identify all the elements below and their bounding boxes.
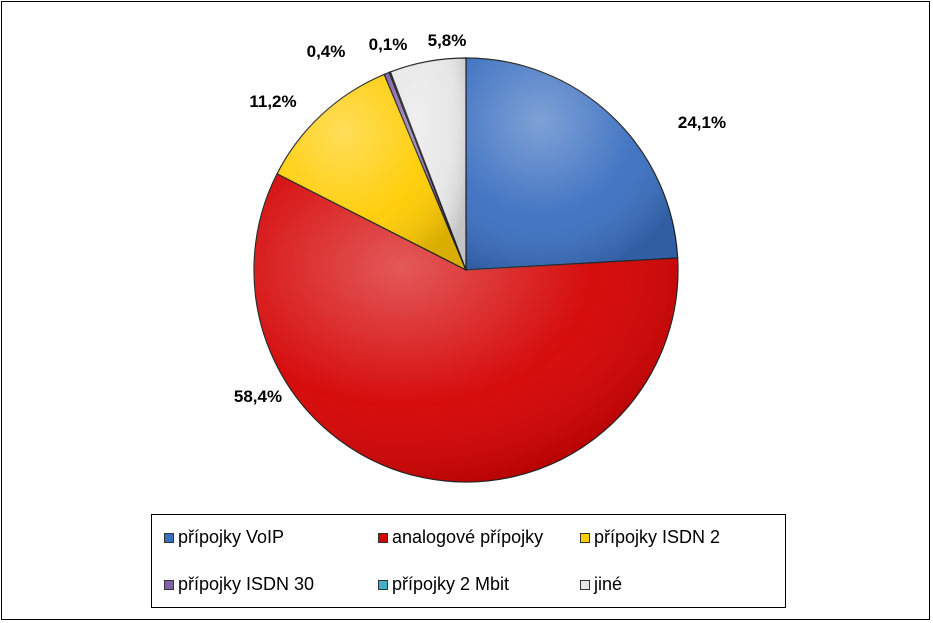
pie-slice-shine-isdn30 [384, 72, 466, 271]
data-label-isdn30: 0,4% [307, 42, 346, 61]
legend-swatch-isdn2 [580, 532, 590, 543]
legend-label-voip: přípojky VoIP [178, 527, 285, 547]
pie-slice-shine-analog [253, 173, 678, 483]
legend-swatch-analog [378, 532, 388, 543]
data-label-other: 5,8% [428, 31, 467, 50]
legend-label-isdn2: přípojky ISDN 2 [594, 527, 721, 547]
legend-swatch-other [580, 579, 590, 590]
legend-item-other: jiné [580, 574, 622, 595]
legend-item-2mbit: přípojky 2 Mbit [378, 574, 509, 595]
pie-slice-shine-voip [466, 58, 678, 270]
pie-chart: 24,1% 58,4% 11,2% 0,4% 0,1% 5,8% [234, 31, 726, 483]
legend-swatch-voip [164, 532, 174, 543]
data-label-isdn2: 11,2% [249, 92, 296, 111]
legend-item-analog: analogové přípojky [378, 527, 543, 548]
data-label-voip: 24,1% [678, 113, 726, 132]
data-label-2mbit: 0,1% [369, 35, 408, 54]
legend-label-other: jiné [594, 574, 623, 594]
legend-swatch-isdn30 [164, 579, 174, 590]
chart-legend: přípojky VoIP analogové přípojky přípojk… [151, 514, 786, 608]
legend-label-analog: analogové přípojky [392, 527, 544, 547]
pie-slice-shine-other [390, 57, 466, 270]
legend-swatch-2mbit [378, 579, 388, 590]
legend-label-isdn30: přípojky ISDN 30 [178, 574, 315, 594]
legend-item-voip: přípojky VoIP [164, 527, 284, 548]
data-label-analog: 58,4% [234, 387, 282, 406]
pie-slice-shine-isdn2 [277, 74, 466, 270]
legend-item-isdn30: přípojky ISDN 30 [164, 574, 314, 595]
legend-label-2mbit: přípojky 2 Mbit [392, 574, 510, 594]
legend-item-isdn2: přípojky ISDN 2 [580, 527, 720, 548]
